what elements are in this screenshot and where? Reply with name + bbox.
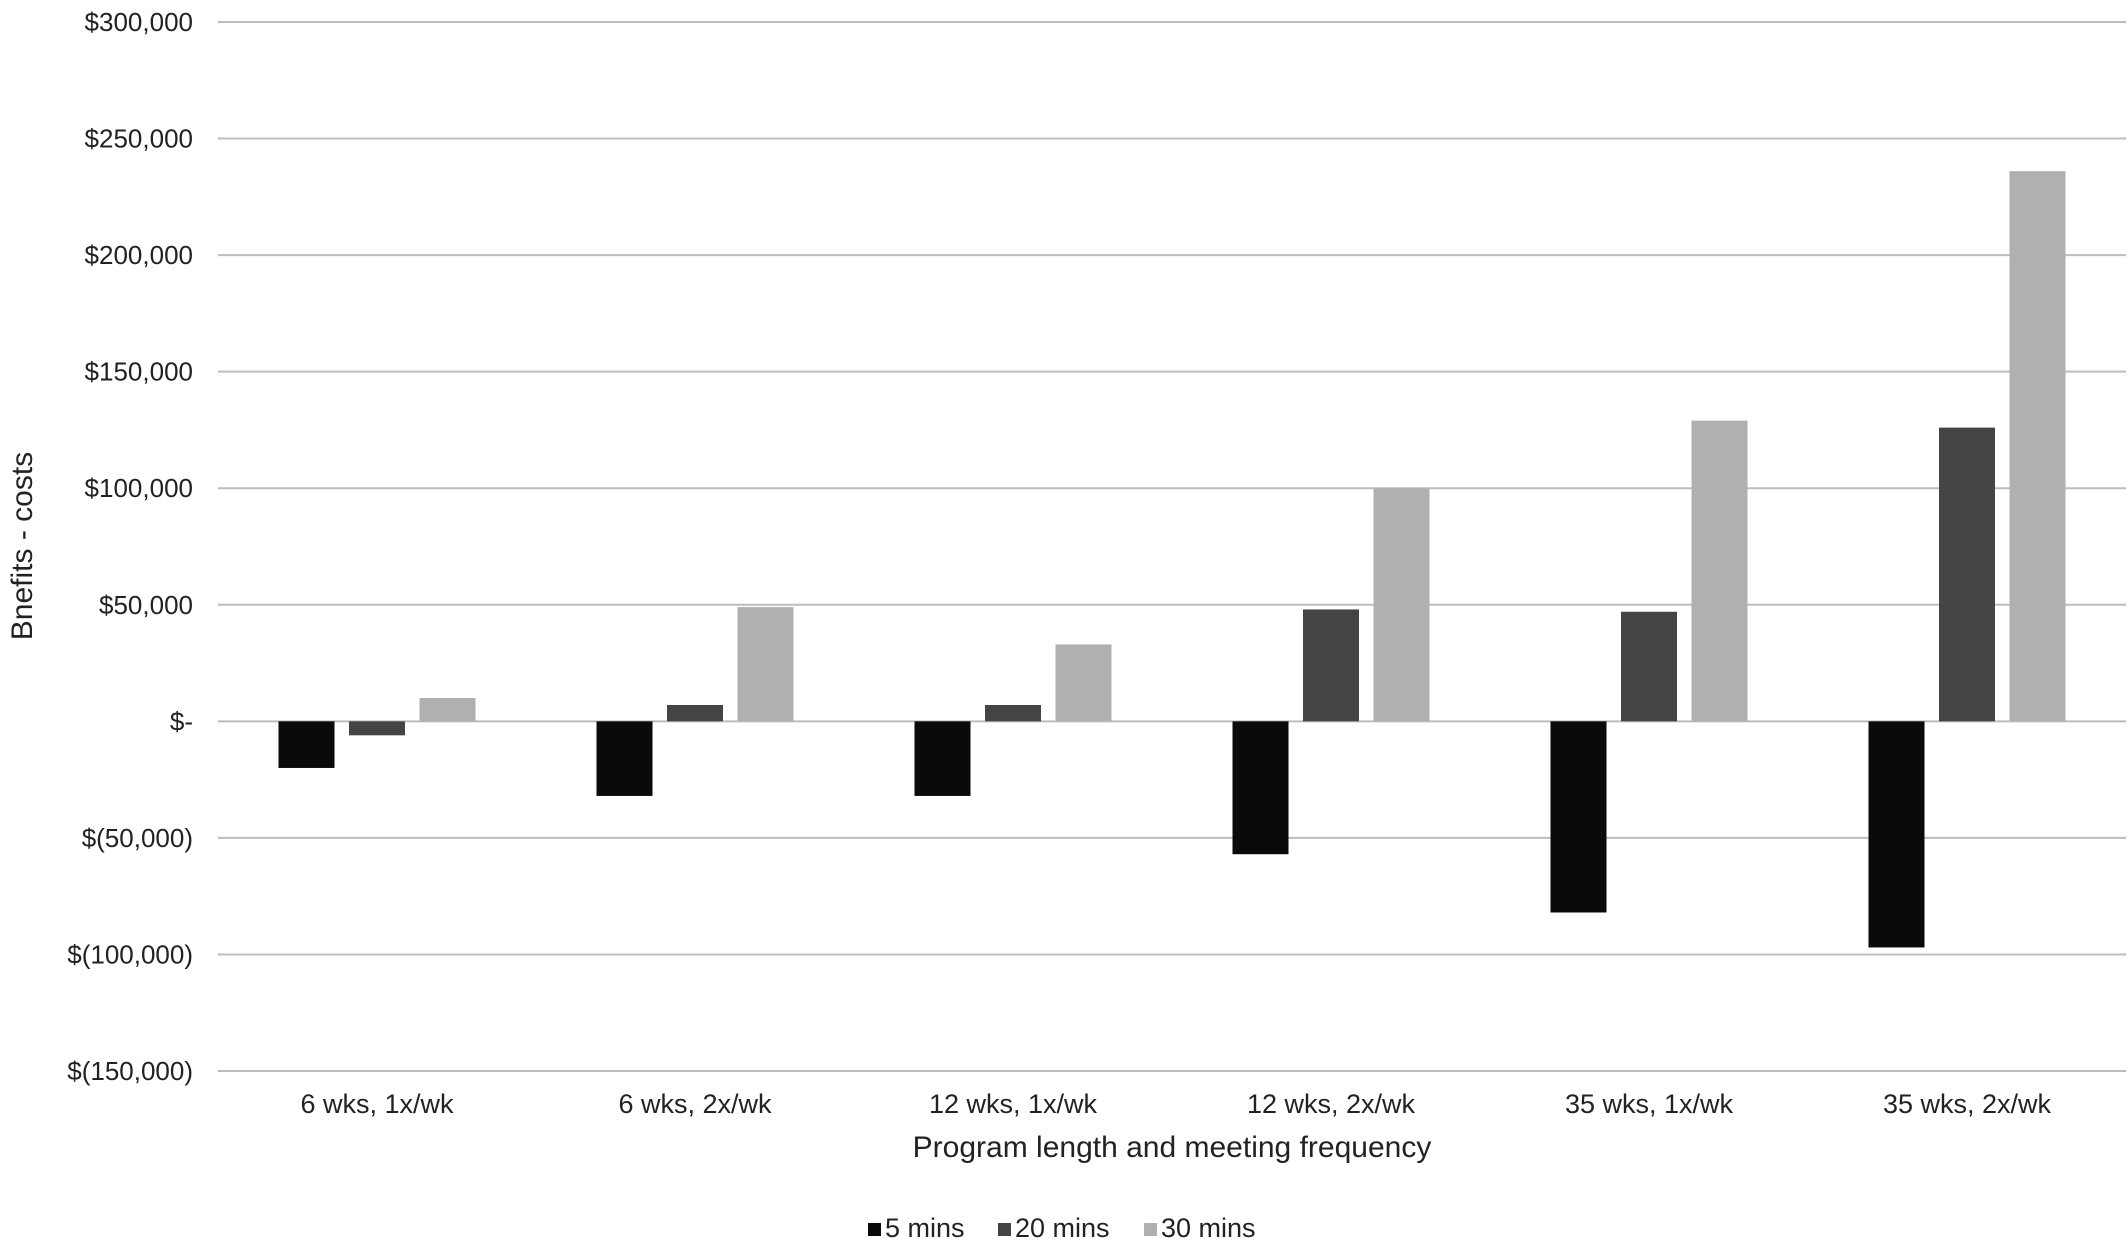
legend-label: 20 mins — [1015, 1213, 1110, 1243]
bars — [278, 171, 2066, 948]
y-tick-label: $(100,000) — [67, 939, 193, 969]
bar-30-mins-3 — [1373, 488, 1430, 722]
bar-30-mins-5 — [2009, 171, 2066, 722]
y-tick-label: $- — [170, 706, 193, 736]
y-tick-label: $150,000 — [85, 357, 193, 387]
bar-5-mins-5 — [1868, 721, 1925, 948]
x-axis-title: Program length and meeting frequency — [913, 1131, 1432, 1164]
y-tick-label: $(50,000) — [82, 823, 193, 853]
y-tick-label: $100,000 — [85, 473, 193, 503]
bar-20-mins-5 — [1939, 427, 1995, 722]
bar-20-mins-2 — [985, 705, 1041, 722]
y-tick-label: $200,000 — [85, 240, 193, 270]
legend: 5 mins 20 mins 30 mins — [868, 1213, 1256, 1243]
gridlines — [218, 21, 2126, 1072]
legend-swatch — [998, 1223, 1011, 1236]
bar-5-mins-0 — [278, 721, 335, 768]
bar-20-mins-3 — [1303, 609, 1359, 722]
y-tick-label: $250,000 — [85, 124, 193, 154]
x-tick-labels: 6 wks, 1x/wk 6 wks, 2x/wk 12 wks, 1x/wk 12 … — [300, 1089, 2051, 1119]
y-tick-label: $(150,000) — [67, 1056, 193, 1086]
bar-20-mins-1 — [667, 705, 723, 722]
x-tick-label: 6 wks, 1x/wk — [300, 1089, 454, 1119]
legend-swatch — [868, 1223, 881, 1236]
bar-5-mins-3 — [1232, 721, 1289, 855]
bar-5-mins-4 — [1550, 721, 1607, 913]
legend-swatch — [1144, 1223, 1157, 1236]
bar-30-mins-4 — [1691, 420, 1748, 722]
bar-20-mins-4 — [1621, 611, 1677, 722]
x-tick-label: 12 wks, 2x/wk — [1247, 1089, 1416, 1119]
x-tick-label: 6 wks, 2x/wk — [618, 1089, 772, 1119]
y-axis-title: Bnefits - costs — [6, 452, 39, 640]
legend-label: 5 mins — [885, 1213, 965, 1243]
x-tick-label: 12 wks, 1x/wk — [929, 1089, 1098, 1119]
legend-label: 30 mins — [1161, 1213, 1256, 1243]
bar-20-mins-0 — [349, 721, 405, 736]
bar-30-mins-2 — [1055, 644, 1112, 722]
bar-30-mins-0 — [419, 698, 476, 722]
y-tick-label: $50,000 — [99, 590, 193, 620]
bar-5-mins-1 — [596, 721, 653, 796]
x-tick-label: 35 wks, 1x/wk — [1565, 1089, 1734, 1119]
x-tick-label: 35 wks, 2x/wk — [1883, 1089, 2052, 1119]
bar-30-mins-1 — [737, 607, 794, 722]
y-tick-labels: $300,000 $250,000 $200,000 $150,000 $100,000… — [67, 7, 193, 1086]
bar-5-mins-2 — [914, 721, 971, 796]
y-tick-label: $300,000 — [85, 7, 193, 37]
